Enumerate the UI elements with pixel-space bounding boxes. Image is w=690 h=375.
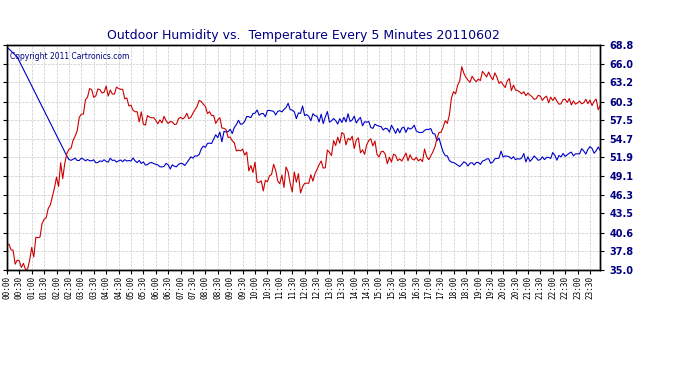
Title: Outdoor Humidity vs.  Temperature Every 5 Minutes 20110602: Outdoor Humidity vs. Temperature Every 5… — [107, 30, 500, 42]
Text: Copyright 2011 Cartronics.com: Copyright 2011 Cartronics.com — [10, 52, 129, 61]
